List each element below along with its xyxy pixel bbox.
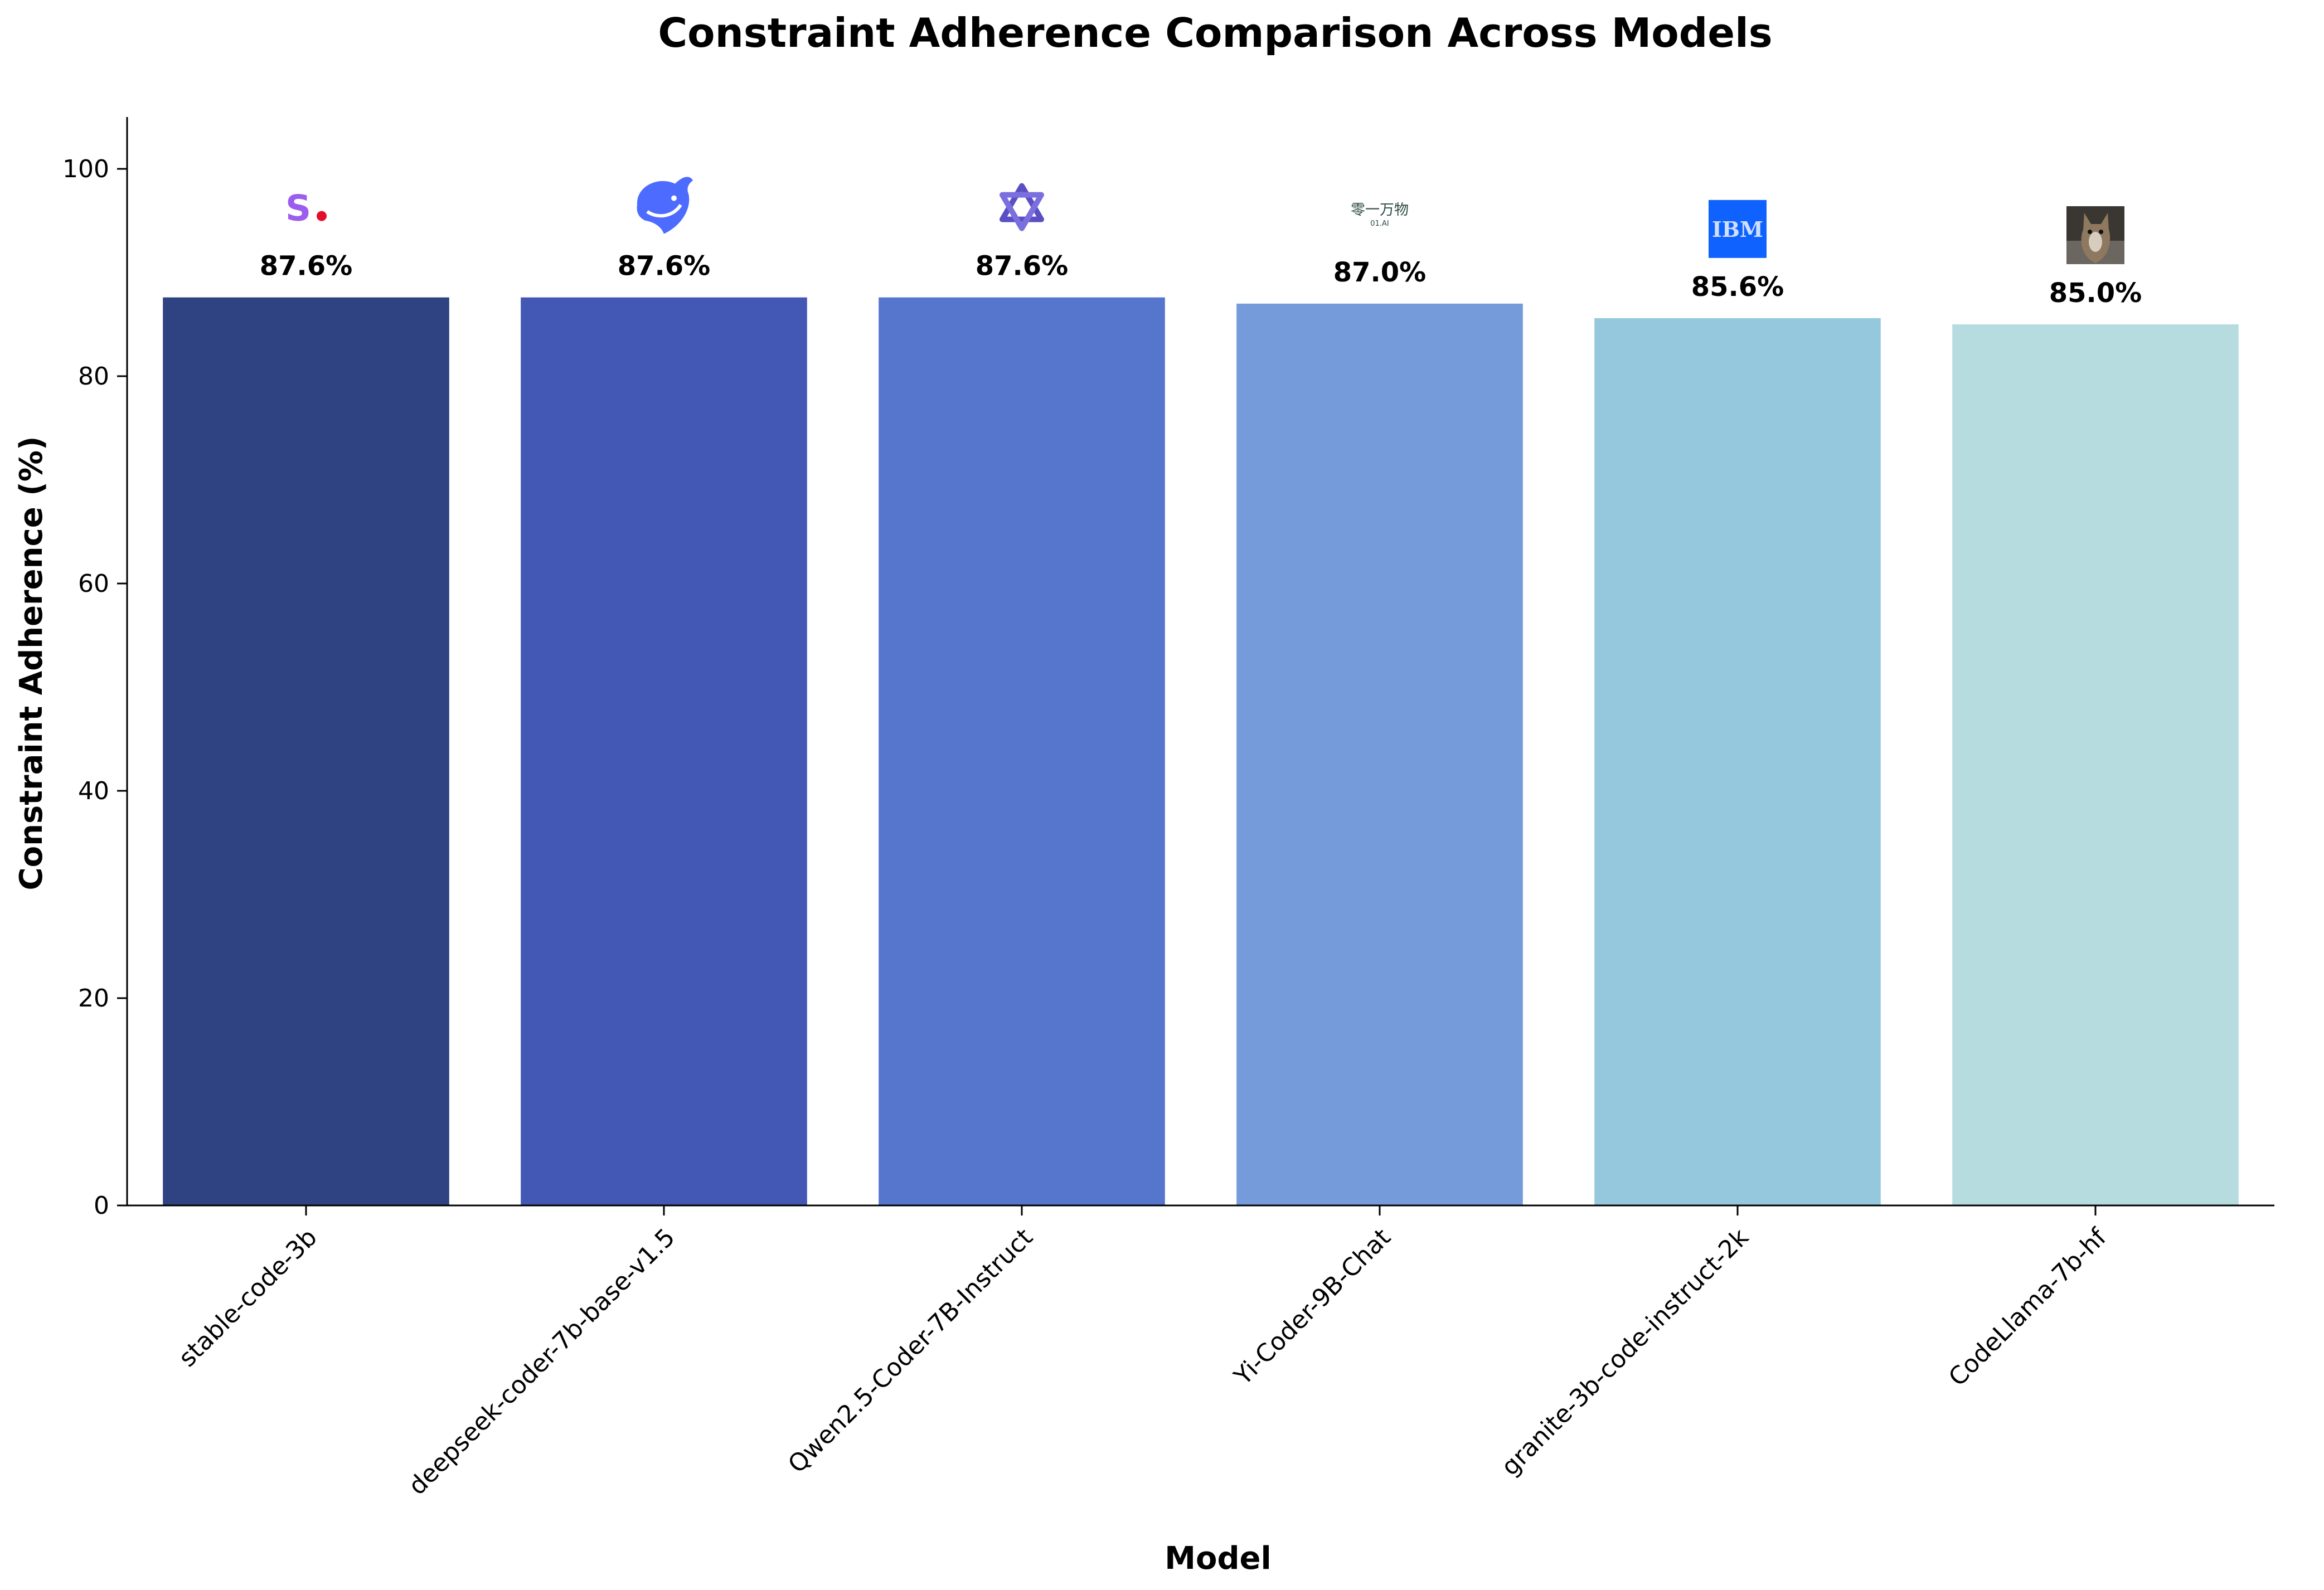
- value-label: 87.6%: [260, 251, 353, 282]
- y-tick-label: 40: [78, 777, 109, 805]
- x-tick-label: Yi-Coder-9B-Chat: [1228, 1223, 1396, 1391]
- x-tick-label: deepseek-coder-7b-base-v1.5: [403, 1223, 681, 1501]
- bar: [1952, 324, 2239, 1205]
- x-tick-label: CodeLlama-7b-hf: [1943, 1223, 2113, 1392]
- svg-text:IBM: IBM: [1712, 217, 1763, 242]
- svg-text:S: S: [285, 188, 311, 230]
- y-tick-label: 0: [94, 1192, 109, 1220]
- y-tick-label: 100: [62, 155, 109, 183]
- y-tick-label: 60: [78, 570, 109, 598]
- bar: [1236, 303, 1523, 1205]
- value-label: 87.0%: [1333, 257, 1427, 288]
- bar: [879, 297, 1165, 1205]
- chart-title: Constraint Adherence Comparison Across M…: [658, 9, 1772, 56]
- svg-text:01.AI: 01.AI: [1370, 220, 1389, 228]
- stability-ai-logo: S: [285, 188, 327, 230]
- value-label: 87.6%: [976, 251, 1069, 282]
- x-tick-label: Qwen2.5-Coder-7B-Instruct: [783, 1223, 1039, 1479]
- deepseek-whale-logo: [637, 177, 693, 234]
- bar: [1594, 318, 1881, 1205]
- ibm-logo: IBM: [1709, 200, 1767, 258]
- svg-text:零一万物: 零一万物: [1351, 202, 1409, 218]
- 01ai-logo: 零一万物 01.AI: [1351, 202, 1409, 228]
- llama-photo-logo: [2066, 206, 2124, 264]
- x-axis-title: Model: [1165, 1540, 1271, 1577]
- y-axis-title: Constraint Adherence (%): [13, 436, 50, 891]
- bar: [521, 297, 807, 1205]
- value-label: 87.6%: [618, 251, 711, 282]
- y-tick-label: 80: [78, 362, 109, 391]
- x-tick-label: granite-3b-code-instruct-2k: [1496, 1223, 1755, 1481]
- y-tick-label: 20: [78, 984, 109, 1013]
- qwen-logo: [1000, 183, 1044, 231]
- value-label: 85.0%: [2049, 278, 2142, 309]
- value-label: 85.6%: [1691, 271, 1784, 303]
- x-tick-label: stable-code-3b: [173, 1223, 323, 1373]
- bar: [163, 297, 449, 1205]
